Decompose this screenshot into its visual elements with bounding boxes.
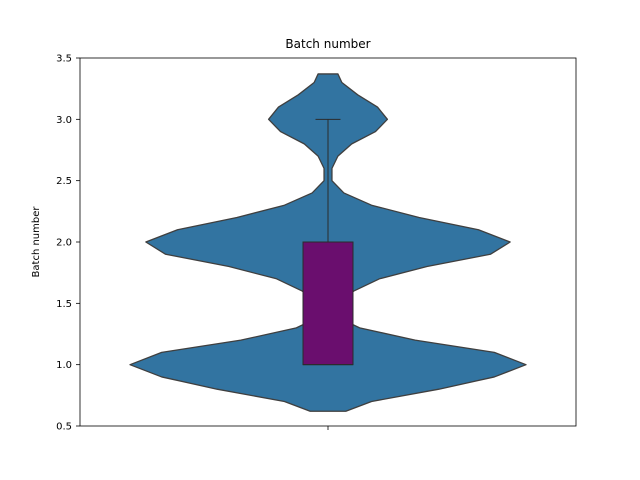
y-tick-label: 3.0 <box>56 115 72 126</box>
y-tick-label: 2.5 <box>56 176 72 187</box>
y-tick-label: 1.0 <box>56 360 72 371</box>
plot-area <box>129 73 527 412</box>
y-tick-label: 2.0 <box>56 238 72 249</box>
box-iqr <box>302 241 354 366</box>
y-tick-label: 0.5 <box>56 422 72 433</box>
y-tick-label: 1.5 <box>56 299 72 310</box>
chart-title: Batch number <box>285 37 370 51</box>
y-axis: 0.5 1.0 1.5 2.0 2.5 3.0 3.5 <box>56 54 80 433</box>
y-tick-label: 3.5 <box>56 54 72 65</box>
y-axis-label: Batch number <box>31 206 42 278</box>
